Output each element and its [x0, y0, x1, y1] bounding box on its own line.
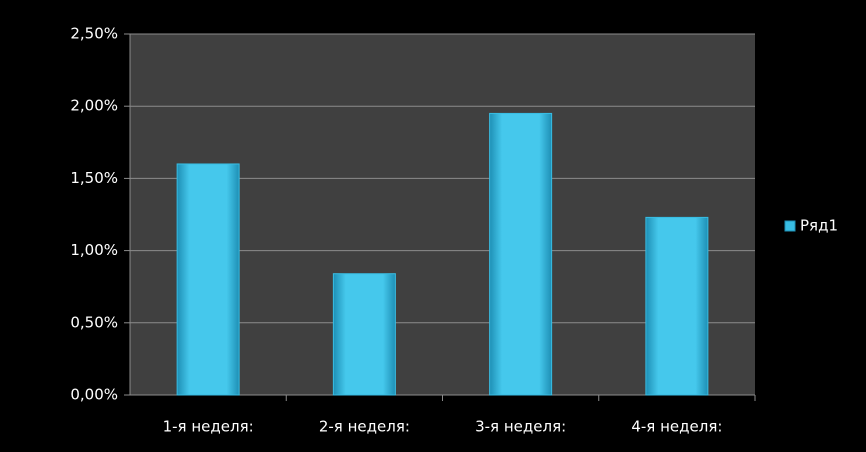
y-tick-label: 2,00%	[70, 97, 118, 115]
y-tick-label: 2,50%	[70, 25, 118, 43]
x-tick-label: 3-я неделя:	[475, 418, 566, 436]
y-tick-label: 0,00%	[70, 386, 118, 404]
bar	[489, 112, 553, 396]
legend-swatch	[784, 220, 796, 232]
y-tick-label: 0,50%	[70, 313, 118, 331]
x-tick-label: 1-я неделя:	[163, 418, 254, 436]
y-tick-label: 1,00%	[70, 241, 118, 259]
legend-label: Ряд1	[800, 217, 838, 235]
bar	[176, 163, 240, 396]
x-tick-label: 4-я неделя:	[631, 418, 722, 436]
y-tick-label: 1,50%	[70, 169, 118, 187]
bar	[332, 273, 396, 396]
x-tick-label: 2-я неделя:	[319, 418, 410, 436]
bar	[645, 216, 709, 396]
